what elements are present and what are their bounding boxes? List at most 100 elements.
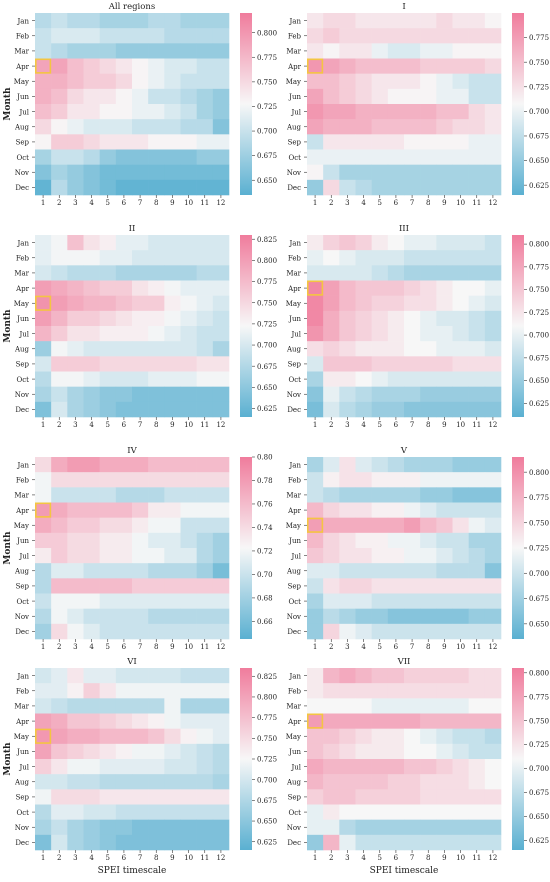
heatmap-cell [339, 487, 356, 503]
heatmap-cell [196, 819, 214, 836]
x-tick-label: 6 [122, 854, 127, 862]
heatmap-cell [323, 578, 340, 594]
heatmap-cell [452, 532, 469, 549]
heatmap-cell [323, 134, 340, 150]
heatmap-cell [83, 179, 100, 196]
heatmap-cell [484, 235, 502, 251]
heatmap-cell [339, 164, 356, 181]
heatmap-cell [83, 517, 100, 534]
heatmap-cell [132, 371, 149, 387]
heatmap-cell [339, 235, 356, 251]
heatmap-cell [307, 235, 324, 251]
heatmap-cell [307, 43, 324, 59]
heatmap-cell [468, 593, 486, 609]
heatmap-panel: All regions Jan Feb Mar Apr May Jun Jul Aug Sep Oc… [3, 2, 277, 207]
heatmap-cell [387, 593, 405, 609]
heatmap-cell [404, 341, 421, 357]
heatmap-cell [164, 149, 181, 165]
x-tick-label: 7 [410, 643, 414, 651]
heatmap-cell [484, 371, 502, 387]
heatmap-cell [468, 743, 486, 760]
heatmap-cell [436, 713, 453, 729]
heatmap-cell [436, 73, 453, 90]
x-tick-label: 12 [216, 199, 225, 207]
heatmap-cell [452, 834, 469, 851]
x-tick-label: 3 [345, 421, 349, 429]
heatmap-cell [323, 743, 340, 760]
heatmap-cell [355, 13, 372, 29]
heatmap-cell [387, 134, 405, 150]
colorbar-tick-label: 0.750 [529, 519, 549, 527]
heatmap-cell [99, 73, 117, 90]
heatmap-cell [196, 179, 214, 196]
heatmap-cell [468, 623, 486, 640]
colorbar-tick-label: 0.675 [257, 363, 277, 371]
heatmap-cell [355, 280, 372, 296]
heatmap-cell [468, 728, 486, 745]
heatmap-cell [67, 698, 84, 714]
heatmap-cell [420, 774, 437, 790]
heatmap-cell [196, 295, 214, 312]
heatmap-cell [387, 532, 405, 549]
heatmap-cell [371, 58, 389, 74]
heatmap-cell [484, 834, 502, 851]
x-tick-label: 5 [378, 421, 382, 429]
heatmap-cell [67, 149, 84, 165]
heatmap-cell [164, 119, 181, 135]
heatmap-cell [484, 728, 502, 745]
heatmap-cell [115, 578, 133, 594]
heatmap-cell [35, 608, 52, 625]
heatmap-cell [323, 119, 340, 135]
heatmap-cell [35, 517, 52, 534]
heatmap-cell [115, 134, 133, 150]
heatmap-cell [196, 149, 214, 165]
x-tick-label: 9 [442, 421, 446, 429]
heatmap-cell [387, 834, 405, 851]
heatmap-cell [339, 759, 356, 775]
heatmap-cell [307, 58, 324, 74]
heatmap-cell [436, 789, 453, 805]
heatmap-cell [355, 371, 372, 387]
heatmap-cell [83, 295, 100, 312]
y-tick-label: Nov [15, 391, 29, 399]
heatmap-cell [148, 532, 165, 549]
heatmap-cell [404, 698, 421, 714]
heatmap-cell [196, 371, 214, 387]
heatmap-cell [35, 235, 52, 251]
heatmap-cell [484, 578, 502, 594]
heatmap-cell [212, 134, 230, 150]
heatmap-cell [148, 728, 165, 745]
heatmap-cell [452, 502, 469, 518]
heatmap-cell [83, 532, 100, 549]
colorbar-tick-label: 0.76 [257, 501, 273, 509]
heatmap-cell [132, 104, 149, 120]
x-tick-label: 12 [488, 643, 497, 651]
heatmap-cell [180, 472, 197, 488]
heatmap-cell [51, 593, 68, 609]
heatmap-cell [132, 265, 149, 281]
heatmap-cell [404, 819, 421, 836]
heatmap-cell [371, 457, 389, 473]
heatmap-cell [115, 713, 133, 729]
colorbar-tick-label: 0.70 [257, 571, 273, 579]
heatmap-cell [148, 743, 165, 760]
heatmap-cell [387, 310, 405, 327]
heatmap-cell [180, 386, 197, 403]
heatmap-cell [196, 119, 214, 135]
heatmap-cell [387, 371, 405, 387]
heatmap-cell [132, 759, 149, 775]
heatmap-cell [387, 819, 405, 836]
heatmap-cell [51, 326, 68, 342]
heatmap-cell [51, 472, 68, 488]
heatmap-cell [212, 759, 230, 775]
y-tick-label: May [286, 78, 301, 86]
heatmap-cell [420, 713, 437, 729]
heatmap-cell [371, 28, 389, 44]
heatmap-cell [355, 250, 372, 266]
heatmap-cell [404, 104, 421, 120]
heatmap-cell [420, 578, 437, 594]
heatmap-cell [323, 386, 340, 403]
heatmap-cell [99, 119, 117, 135]
colorbar-tick-label: 0.625 [529, 400, 549, 408]
heatmap-cell [307, 119, 324, 135]
